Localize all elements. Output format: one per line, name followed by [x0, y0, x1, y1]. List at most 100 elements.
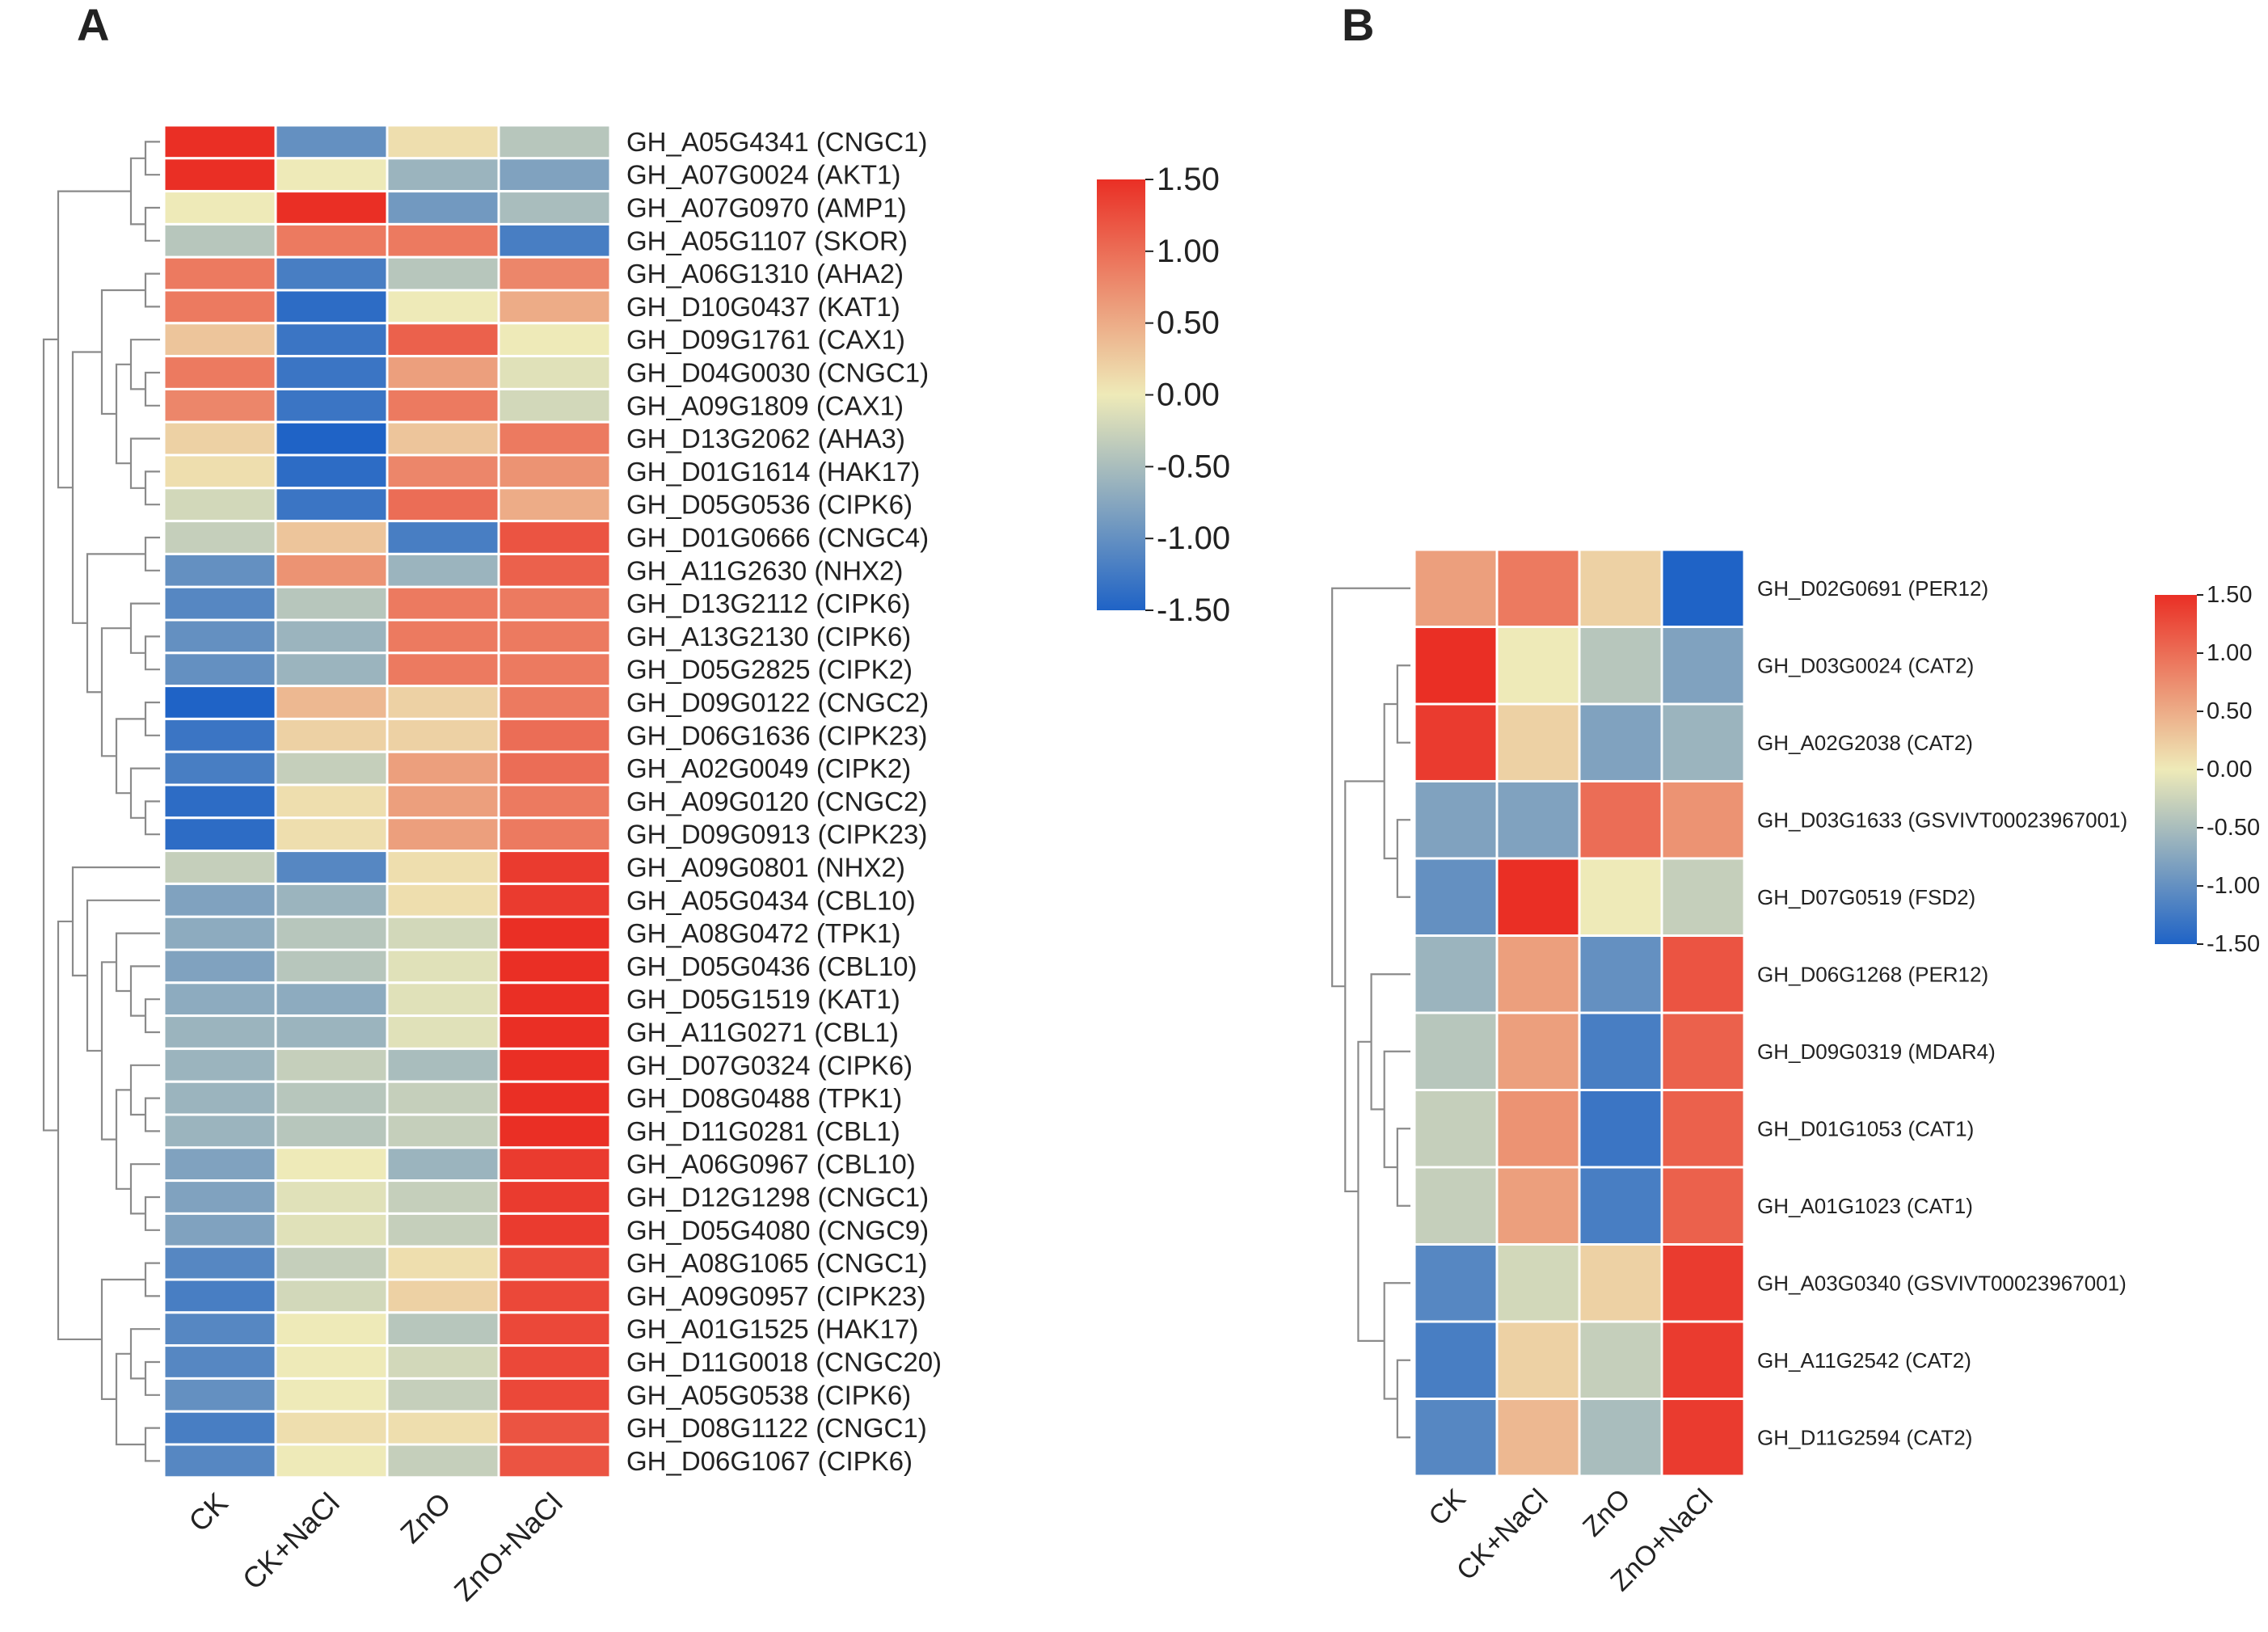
- panel-a-dendrogram-branch-21: [144, 998, 160, 1034]
- panel-a-cell-r9-c1: [274, 420, 389, 457]
- panel-a-cell-r7-c1: [274, 355, 389, 390]
- panel-b-cell-r1-c2: [1578, 626, 1663, 706]
- panel-a-dendrogram-branch-0: [144, 141, 160, 176]
- panel-a-cell-r28-c0: [162, 1047, 277, 1083]
- panel-a-cell-r37-c3: [497, 1344, 612, 1380]
- panel-a-cell-r33-c3: [497, 1212, 612, 1248]
- panel-a-cell-r28-c3: [497, 1047, 612, 1083]
- panel-b-cell-r8-c2: [1578, 1166, 1663, 1246]
- panel-b-cell-r10-c1: [1495, 1320, 1581, 1400]
- panel-a-row-label: GH_A05G4341 (CNGC1): [626, 127, 927, 157]
- panel-b-label: B: [1342, 0, 1374, 50]
- panel-a-row-label: GH_D11G0018 (CNGC20): [626, 1347, 942, 1377]
- panel-a-cell-r39-c0: [162, 1410, 277, 1446]
- panel-a-cell-r38-c3: [497, 1377, 612, 1413]
- panel-a-cell-r1-c1: [274, 157, 389, 193]
- panel-b-cell-r9-c0: [1413, 1243, 1499, 1323]
- panel-a-cell-r24-c3: [497, 915, 612, 951]
- panel-a-row-label: GH_A05G0434 (CBL10): [626, 885, 916, 915]
- panel-a-cell-r36-c0: [162, 1311, 277, 1347]
- panel-a-colorbar-tick-label: 0.50: [1157, 306, 1220, 341]
- panel-b-cell-r11-c1: [1495, 1398, 1581, 1478]
- panel-b-cell-r5-c0: [1413, 934, 1499, 1014]
- panel-b-cell-r7-c1: [1495, 1089, 1581, 1169]
- panel-a-cell-r16-c1: [274, 652, 389, 688]
- panel-a-cell-r7-c0: [162, 355, 277, 390]
- panel-a-cell-r6-c3: [497, 322, 612, 358]
- panel-b-cell-r6-c1: [1495, 1011, 1581, 1091]
- panel-a-cell-r15-c0: [162, 618, 277, 655]
- panel-b-cell-r11-c2: [1578, 1398, 1663, 1478]
- panel-a-cell-r40-c3: [497, 1443, 612, 1479]
- panel-a-cell-r10-c1: [274, 453, 389, 490]
- panel-a-cell-r12-c0: [162, 520, 277, 555]
- panel-a-cell-r31-c0: [162, 1146, 277, 1183]
- panel-a-dendrogram-branch-4: [144, 371, 160, 407]
- panel-a-cell-r29-c3: [497, 1080, 612, 1116]
- panel-a-cell-r30-c3: [497, 1113, 612, 1149]
- panel-b-colorbar-tick-label: 1.00: [2207, 640, 2252, 666]
- panel-a-dendrogram-branch-18: [86, 553, 145, 694]
- panel-a-cell-r37-c2: [386, 1344, 500, 1380]
- panel-b-row-label: GH_D11G2594 (CAT2): [1757, 1425, 1972, 1449]
- panel-a-heatmap-cells: [162, 124, 612, 1479]
- panel-b-cell-r1-c3: [1660, 626, 1746, 706]
- panel-a-cell-r0-c3: [497, 124, 612, 160]
- panel-a-cell-r20-c3: [497, 783, 612, 820]
- panel-b-row-label: GH_D02G0691 (PER12): [1757, 576, 1988, 601]
- panel-a-row-label: GH_D05G1519 (KAT1): [626, 985, 900, 1014]
- panel-a-cell-r3-c3: [497, 222, 612, 259]
- panel-a-cell-r32-c1: [274, 1179, 389, 1215]
- panel-a-row-label: GH_A13G2130 (CIPK6): [626, 622, 911, 652]
- panel-b-cell-r7-c0: [1413, 1089, 1499, 1169]
- panel-b-column-label: CK+NaCl: [1451, 1483, 1554, 1587]
- panel-a-cell-r33-c2: [386, 1212, 500, 1248]
- panel-a-row-label: GH_A11G2630 (NHX2): [626, 555, 903, 585]
- panel-a-cell-r35-c2: [386, 1278, 500, 1314]
- panel-a-cell-r26-c1: [274, 981, 389, 1018]
- panel-b-cell-r5-c2: [1578, 934, 1663, 1014]
- panel-a-cell-r13-c1: [274, 552, 389, 588]
- panel-a-row-label: GH_D05G2825 (CIPK2): [626, 655, 913, 685]
- panel-a-cell-r8-c2: [386, 387, 500, 424]
- panel-b-column-label: ZnO: [1577, 1483, 1637, 1543]
- panel-a-cell-r21-c1: [274, 816, 389, 853]
- panel-a-cell-r39-c2: [386, 1410, 500, 1446]
- panel-a: A GH_A05G4341 (CNGC1)GH_A07G0024 (AKT1)G…: [42, 0, 1230, 1607]
- panel-b-row-label: GH_D06G1268 (PER12): [1757, 962, 1988, 986]
- panel-a-dendrogram: [42, 141, 160, 1462]
- panel-b-cell-r7-c3: [1660, 1089, 1746, 1169]
- panel-a-cell-r26-c2: [386, 981, 500, 1018]
- panel-a-row-label: GH_A09G0957 (CIPK23): [626, 1281, 926, 1311]
- panel-a-cell-r14-c3: [497, 585, 612, 622]
- panel-b-colorbar: 1.50 1.00 0.50 0.00 -0.50 -1.00 -1.50: [2155, 582, 2260, 957]
- panel-a-cell-r25-c3: [497, 948, 612, 985]
- panel-a-cell-r33-c1: [274, 1212, 389, 1248]
- panel-a-cell-r2-c1: [274, 190, 389, 226]
- panel-a-cell-r5-c1: [274, 289, 389, 325]
- panel-a-cell-r22-c2: [386, 850, 500, 885]
- panel-a-cell-r17-c1: [274, 685, 389, 720]
- panel-a-row-label: GH_A01G1525 (HAK17): [626, 1314, 918, 1344]
- panel-a-cell-r19-c2: [386, 750, 500, 786]
- panel-a-cell-r30-c2: [386, 1113, 500, 1149]
- panel-a-row-label: GH_A06G0967 (CBL10): [626, 1149, 916, 1179]
- panel-a-cell-r38-c0: [162, 1377, 277, 1413]
- panel-a-cell-r21-c0: [162, 816, 277, 853]
- panel-b-cell-r0-c3: [1660, 548, 1746, 628]
- panel-a-cell-r24-c0: [162, 915, 277, 951]
- panel-a-row-label: GH_D05G0436 (CBL10): [626, 951, 917, 981]
- panel-a-column-label: CK: [182, 1486, 234, 1537]
- panel-a-cell-r28-c1: [274, 1047, 389, 1083]
- panel-b-dendrogram-branch-6: [1396, 1359, 1410, 1439]
- panel-a-row-label: GH_A08G0472 (TPK1): [626, 918, 900, 948]
- panel-b-row-label: GH_D07G0519 (FSD2): [1757, 885, 1975, 909]
- panel-a-cell-r6-c2: [386, 322, 500, 358]
- panel-a-cell-r34-c1: [274, 1245, 389, 1281]
- panel-a-row-label: GH_A09G0801 (NHX2): [626, 853, 905, 883]
- panel-a-cell-r30-c1: [274, 1113, 389, 1149]
- panel-a-cell-r0-c1: [274, 124, 389, 160]
- panel-a-cell-r9-c2: [386, 420, 500, 457]
- panel-b-colorbar-tick-label: 0.50: [2207, 698, 2252, 724]
